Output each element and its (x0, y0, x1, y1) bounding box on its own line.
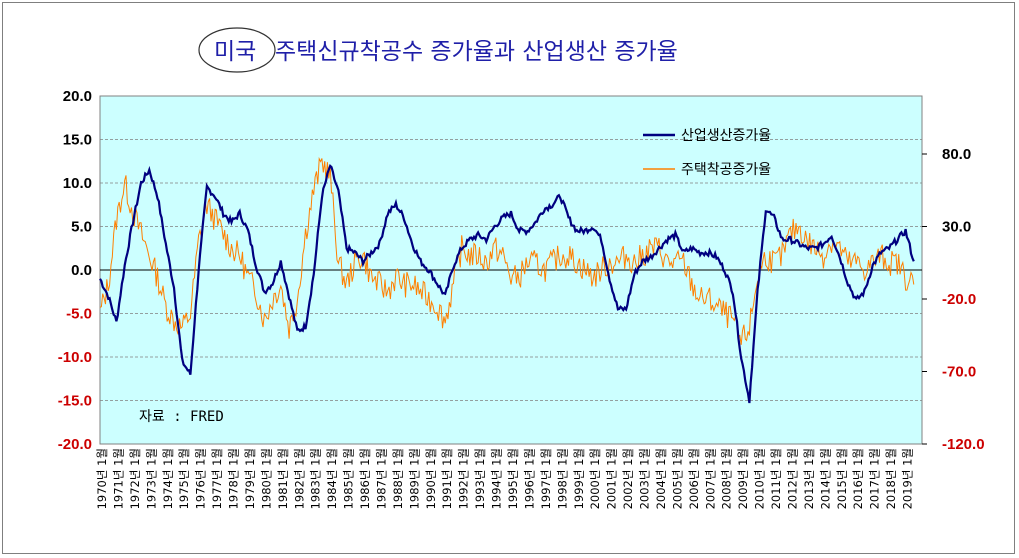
source-note: 자료 : FRED (139, 409, 224, 425)
x-axis-tick-label: 1999년 1월 (572, 448, 586, 509)
x-axis-tick-label: 2018년 1월 (884, 448, 898, 509)
x-axis-tick-label: 1990년 1월 (424, 448, 438, 509)
x-axis-tick-label: 1974년 1월 (161, 448, 175, 509)
legend: 산업생산증가율 주택착공증가율 (643, 128, 771, 178)
series-housing-starts-line (99, 156, 915, 345)
x-axis-tick-label: 1979년 1월 (243, 448, 257, 509)
left-axis-tick-label: -10.0 (58, 349, 92, 366)
right-axis-tick-label: 30.0 (942, 219, 971, 236)
x-axis-tick-label: 2014년 1월 (818, 448, 832, 509)
left-axis-tick-label: 5.0 (71, 219, 92, 236)
x-axis: 1970년 1월 1971년 1월 1972년 1월 1973년 1월 1974년 1월… (95, 448, 915, 509)
x-axis-tick-label: 2003년 1월 (638, 448, 652, 509)
x-axis-tick-label: 1985년 1월 (342, 448, 356, 509)
x-axis-tick-label: 2015년 1월 (835, 448, 849, 509)
x-axis-tick-label: 1970년 1월 (95, 448, 109, 509)
x-axis-tick-label: 2002년 1월 (621, 448, 635, 509)
x-axis-tick-label: 1972년 1월 (128, 448, 142, 509)
title-highlight-ellipse (198, 27, 276, 73)
x-axis-tick-label: 1997년 1월 (539, 448, 553, 509)
x-axis-tick-label: 1981년 1월 (276, 448, 290, 509)
x-axis-tick-label: 1989년 1월 (407, 448, 421, 509)
x-axis-tick-label: 1984년 1월 (325, 448, 339, 509)
right-axis-tick-label: -70.0 (942, 364, 976, 381)
left-axis-tick-label: 20.0 (63, 88, 92, 105)
x-axis-tick-label: 2009년 1월 (736, 448, 750, 509)
x-axis-tick-label: 1983년 1월 (309, 448, 323, 509)
x-axis-tick-label: 1975년 1월 (177, 448, 191, 509)
x-axis-tick-label: 2001년 1월 (605, 448, 619, 509)
x-axis-tick-label: 1996년 1월 (522, 448, 536, 509)
x-axis-tick-label: 2000년 1월 (588, 448, 602, 509)
x-axis-tick-label: 1980년 1월 (259, 448, 273, 509)
x-axis-tick-label: 2010년 1월 (753, 448, 767, 509)
x-axis-tick-label: 1991년 1월 (440, 448, 454, 509)
x-axis-tick-label: 1976년 1월 (194, 448, 208, 509)
right-axis-tick-label: -20.0 (942, 291, 976, 308)
left-axis-tick-label: -15.0 (58, 393, 92, 410)
x-axis-tick-label: 1973년 1월 (144, 448, 158, 509)
x-axis-tick-label: 1988년 1월 (391, 448, 405, 509)
chart-title: 주택신규착공수 증가율과 산업생산 증가율 (275, 39, 678, 65)
x-axis-tick-label: 1982년 1월 (292, 448, 306, 509)
x-axis-tick-label: 2011년 1월 (769, 448, 783, 509)
x-axis-tick-label: 2005년 1월 (670, 448, 684, 509)
chart-svg: 미국 주택신규착공수 증가율과 산업생산 증가율 20.0 15.0 10.0 5.0… (58, 27, 985, 509)
x-axis-tick-label: 2004년 1월 (654, 448, 668, 509)
x-axis-tick-label: 1994년 1월 (490, 448, 504, 509)
x-axis-tick-label: 1971년 1월 (111, 448, 125, 509)
right-axis-tick-label: -120.0 (942, 436, 985, 453)
x-axis-tick-label: 1993년 1월 (473, 448, 487, 509)
x-axis-tick-label: 1987년 1월 (375, 448, 389, 509)
x-axis-tick-label: 1998년 1월 (555, 448, 569, 509)
grid-lines (100, 139, 922, 401)
title-highlight: 미국 (214, 39, 256, 65)
x-axis-tick-label: 2012년 1월 (786, 448, 800, 509)
x-axis-tick-label: 1977년 1월 (210, 448, 224, 509)
left-axis-tick-label: 10.0 (63, 175, 92, 192)
legend-label-housing-starts: 주택착공증가율 (681, 162, 771, 178)
right-axis: 80.0 30.0 -20.0 -70.0 -120.0 (922, 146, 985, 453)
x-axis-tick-label: 1995년 1월 (506, 448, 520, 509)
x-axis-tick-label: 2008년 1월 (720, 448, 734, 509)
x-axis-tick-label: 2013년 1월 (802, 448, 816, 509)
x-axis-tick-label: 2006년 1월 (687, 448, 701, 509)
series-industrial-production-line (99, 163, 915, 404)
x-axis-tick-label: 2016년 1월 (851, 448, 865, 509)
left-axis-tick-label: 15.0 (63, 132, 92, 149)
right-axis-tick-label: 80.0 (942, 146, 971, 163)
x-axis-tick-label: 1986년 1월 (358, 448, 372, 509)
x-axis-tick-label: 2017년 1월 (868, 448, 882, 509)
legend-label-industrial-production: 산업생산증가율 (681, 128, 771, 144)
x-axis-tick-label: 1992년 1월 (457, 448, 471, 509)
left-axis-tick-label: -5.0 (66, 306, 92, 323)
x-axis-tick-label: 1978년 1월 (227, 448, 241, 509)
left-axis-tick-label: 0.0 (71, 262, 92, 279)
x-axis-tick-label: 2007년 1월 (703, 448, 717, 509)
left-axis: 20.0 15.0 10.0 5.0 0.0 -5.0 -10.0 -15.0 -20.0 (58, 88, 92, 453)
left-axis-tick-label: -20.0 (58, 436, 92, 453)
x-axis-tick-label: 2019년 1월 (901, 448, 915, 509)
